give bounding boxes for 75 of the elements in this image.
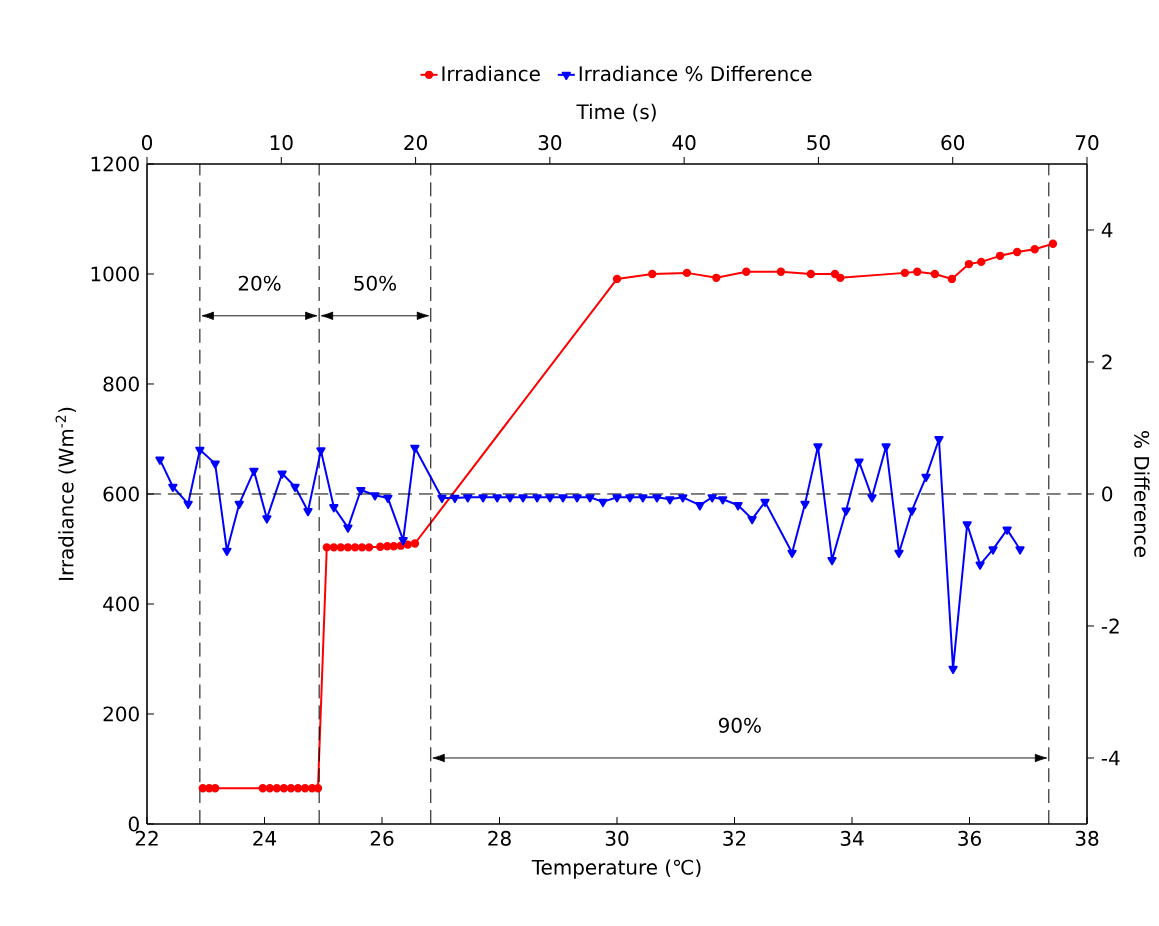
point (403, 540, 413, 549)
x2-tick-label: 10 (270, 135, 293, 151)
point (913, 267, 922, 276)
y-tick-label: 800 (103, 376, 139, 392)
point (964, 259, 974, 269)
point (322, 543, 331, 552)
point (776, 267, 786, 276)
point (712, 273, 721, 283)
point (1048, 239, 1058, 248)
annotation: 90% (718, 717, 761, 733)
point (350, 543, 360, 552)
y-tick-label: 600 (103, 486, 139, 502)
point (648, 269, 657, 279)
y-axis-title: Irradiance (Wm$^{-2}$) (55, 407, 76, 580)
point (343, 543, 353, 552)
point (612, 274, 622, 284)
point (279, 784, 289, 793)
point (293, 784, 303, 793)
x-tick-label: 38 (1075, 830, 1099, 846)
x2-tick-label: 40 (672, 135, 696, 151)
x2-tick-label: 50 (807, 135, 830, 151)
point (376, 542, 385, 551)
y-tick-label: 1200 (91, 156, 139, 172)
y2-tick-label: 4 (1101, 222, 1113, 238)
point (1012, 247, 1022, 257)
point (947, 274, 957, 284)
point (364, 543, 374, 552)
point (272, 784, 282, 793)
x-tick-label: 28 (488, 830, 511, 846)
x-axis-title: Temperature (℃) (531, 859, 701, 879)
point (410, 539, 420, 548)
y2-tick-label: 0 (1102, 486, 1113, 502)
point (258, 784, 267, 793)
point (336, 543, 346, 552)
point (357, 543, 367, 552)
annotation: 50% (354, 275, 396, 291)
x-tick-label: 32 (723, 830, 746, 846)
x-tick-label: 22 (135, 830, 158, 846)
y2-tick-label: -4 (1101, 750, 1120, 766)
y-tick-label: 400 (103, 596, 139, 612)
x-tick-label: 36 (958, 830, 981, 846)
annotation: 20% (238, 275, 281, 291)
y-tick-label: 1000 (91, 266, 139, 282)
point (300, 784, 310, 793)
x2-tick-label: 20 (404, 135, 427, 151)
point (286, 784, 296, 793)
y2-tick-label: 2 (1102, 354, 1112, 370)
x2-tick-label: 60 (941, 135, 965, 151)
point (995, 251, 1005, 261)
x2-axis-title: Time (s) (576, 103, 656, 122)
y-tick-label: 0 (128, 816, 139, 832)
point (265, 784, 274, 793)
legend-label: Irradiance (442, 65, 540, 82)
x-tick-label: 34 (840, 830, 864, 846)
legend-label: Irradiance % Difference (579, 65, 812, 82)
y-tick-label: 200 (103, 706, 139, 722)
x2-tick-label: 30 (538, 135, 562, 151)
x-tick-label: 30 (605, 830, 629, 846)
point (900, 268, 910, 278)
point (383, 542, 392, 551)
point (389, 542, 398, 551)
x2-tick-label: 70 (1075, 135, 1099, 151)
y2-tick-label: -2 (1101, 618, 1119, 634)
point (742, 267, 751, 276)
x-tick-label: 24 (253, 830, 277, 846)
point (682, 268, 692, 278)
y2-axis-title: % Difference (1134, 431, 1150, 557)
point (930, 269, 940, 279)
x-tick-label: 26 (370, 830, 394, 846)
point (1030, 245, 1039, 254)
point (806, 269, 816, 279)
point (329, 543, 339, 552)
point (977, 257, 986, 267)
x2-tick-label: 0 (141, 135, 153, 151)
point (836, 273, 845, 283)
